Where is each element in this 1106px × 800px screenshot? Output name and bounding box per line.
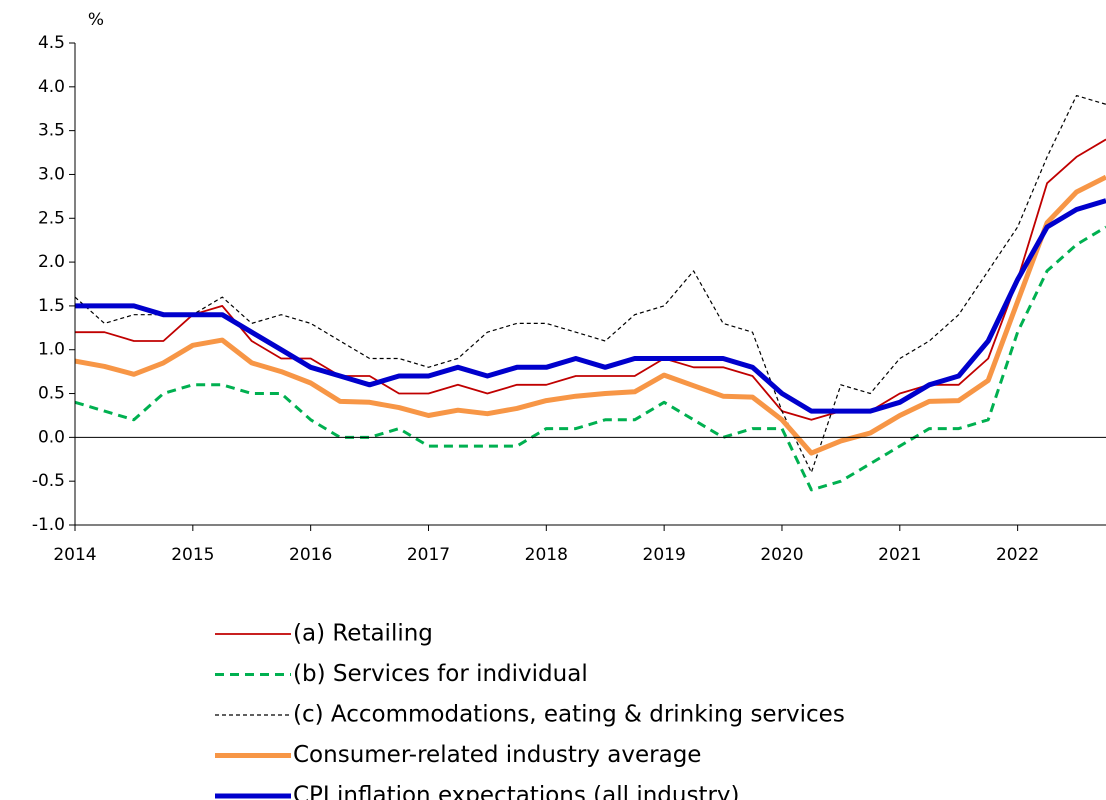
x-tick-label: 2019 <box>643 545 686 565</box>
legend-label: CPI inflation expectations (all industry… <box>293 783 740 800</box>
plot-area <box>75 95 1106 492</box>
y-tick-label: 4.0 <box>38 77 65 97</box>
y-unit: % <box>88 10 104 30</box>
y-tick-label: 2.0 <box>38 252 65 272</box>
series-line <box>75 95 1106 473</box>
y-tick-label: 2.5 <box>38 208 65 228</box>
x-tick-label: 2018 <box>525 545 568 565</box>
series-line <box>75 174 1106 456</box>
legend-label: Consumer-related industry average <box>293 742 701 768</box>
y-tick-label: -0.5 <box>32 471 65 491</box>
legend-label: (b) Services for individual <box>293 661 588 687</box>
x-tick-label: 2015 <box>171 545 214 565</box>
x-tick-label: 2014 <box>53 545 96 565</box>
y-tick-label: 3.5 <box>38 121 65 141</box>
legend-label: (a) Retailing <box>293 621 433 647</box>
legend-label: (c) Accommodations, eating & drinking se… <box>293 702 845 728</box>
y-tick-label: -1.0 <box>32 515 65 535</box>
y-tick-label: 1.5 <box>38 296 65 316</box>
x-tick-label: 2017 <box>407 545 450 565</box>
x-tick-label: 2022 <box>996 545 1039 565</box>
series-line <box>75 198 1106 414</box>
x-tick-label: 2020 <box>760 545 803 565</box>
x-tick-label: 2021 <box>878 545 921 565</box>
y-tick-label: 0.5 <box>38 384 65 404</box>
y-tick-label: 4.5 <box>38 33 65 53</box>
x-tick-label: 2016 <box>289 545 332 565</box>
y-tick-label: 1.0 <box>38 340 65 360</box>
y-tick-label: 0.0 <box>38 427 65 447</box>
series-line <box>75 225 1106 492</box>
y-tick-label: 3.0 <box>38 164 65 184</box>
